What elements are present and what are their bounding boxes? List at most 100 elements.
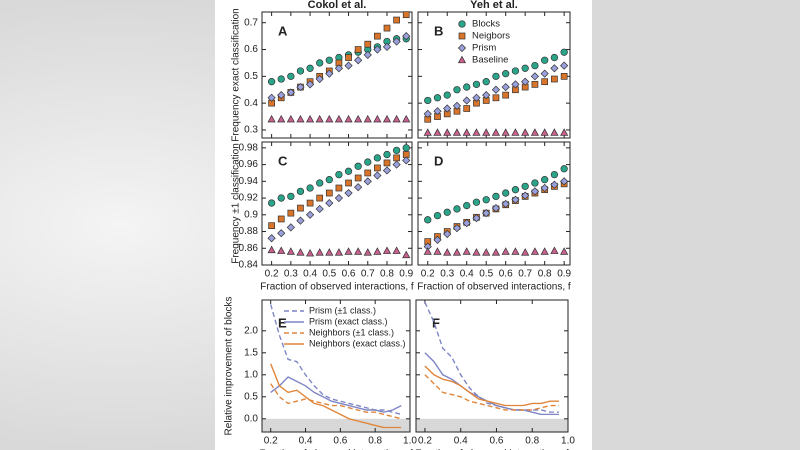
y-axis-label: Frequency ±1 classification — [231, 143, 242, 264]
x-tick-label: 0.2 — [421, 269, 435, 280]
point — [305, 114, 315, 123]
point — [482, 209, 491, 218]
point — [462, 247, 471, 255]
point — [373, 154, 382, 162]
x-tick-label: 0.4 — [460, 269, 474, 280]
point — [354, 56, 363, 65]
point — [296, 187, 305, 196]
point — [344, 167, 353, 175]
point — [551, 75, 558, 83]
point — [325, 69, 334, 78]
point — [453, 86, 461, 94]
x-tick-label: 0.6 — [490, 436, 504, 447]
y-tick-label: 0.84 — [239, 260, 259, 271]
point — [453, 205, 461, 213]
point — [296, 82, 305, 92]
point — [315, 248, 324, 256]
point — [325, 56, 333, 64]
point — [501, 247, 510, 255]
point — [354, 162, 362, 170]
point — [335, 184, 343, 192]
point — [344, 114, 353, 123]
legend-marker — [457, 43, 467, 53]
point — [363, 114, 372, 123]
panel-letter: B — [434, 23, 443, 38]
point — [267, 78, 276, 86]
point — [306, 184, 314, 192]
y-tick-label: 0.5 — [244, 71, 258, 82]
legend-label: Neighbors (exact class.) — [309, 338, 406, 348]
x-tick-label: 0.8 — [525, 436, 539, 447]
point — [433, 94, 442, 102]
point — [452, 101, 462, 110]
point — [316, 194, 324, 202]
legend-marker — [458, 32, 466, 40]
zero-band — [416, 418, 568, 432]
point — [334, 248, 344, 256]
point — [452, 224, 462, 233]
point — [531, 61, 539, 70]
legend-label: Neighbors (±1 class.) — [309, 327, 394, 337]
point — [541, 56, 549, 64]
point — [530, 128, 540, 136]
x-tick-label: 0.7 — [518, 269, 532, 280]
point — [540, 69, 549, 78]
point — [334, 114, 344, 123]
x-tick-label: 0.2 — [264, 436, 278, 447]
point — [315, 114, 324, 123]
point — [472, 93, 481, 102]
point — [345, 179, 352, 187]
point — [423, 109, 432, 118]
x-tick-label: 1.0 — [403, 436, 417, 447]
point — [392, 37, 401, 46]
x-tick-label: 0.4 — [454, 436, 468, 447]
y-tick-label: 1.0 — [244, 369, 258, 380]
point — [560, 72, 568, 80]
point — [443, 229, 452, 239]
point — [392, 146, 401, 155]
x-axis-label: Fraction of observed interactions, f — [417, 282, 571, 293]
series-line — [425, 366, 559, 406]
series-line — [425, 302, 559, 412]
y-tick-label: 0.6 — [244, 44, 258, 55]
point — [344, 61, 353, 70]
x-tick-label: 0.3 — [284, 269, 298, 280]
x-tick-label: 0.6 — [333, 436, 347, 447]
point — [315, 74, 324, 84]
point — [511, 247, 520, 255]
point — [393, 16, 400, 24]
point — [287, 192, 295, 201]
point — [472, 248, 481, 256]
point — [402, 250, 411, 259]
point — [443, 91, 451, 99]
point — [306, 64, 314, 72]
point — [491, 248, 501, 256]
point — [287, 72, 295, 80]
point — [452, 248, 462, 256]
point — [433, 235, 442, 244]
point — [521, 77, 530, 86]
point — [374, 32, 381, 40]
point — [297, 204, 304, 212]
y-tick-label: 0.88 — [239, 226, 259, 237]
x-tick-label: 0.5 — [479, 269, 493, 280]
series-line — [271, 377, 402, 412]
point — [345, 54, 352, 61]
point — [335, 170, 343, 179]
series-line — [425, 353, 559, 415]
point — [433, 128, 442, 136]
point — [550, 53, 559, 62]
y-tick-label: 0.86 — [239, 243, 259, 254]
point — [492, 192, 500, 201]
point — [511, 128, 520, 136]
point — [383, 150, 391, 159]
point — [402, 156, 411, 165]
point — [511, 186, 520, 194]
point — [383, 24, 391, 32]
point — [277, 215, 285, 223]
point — [364, 40, 372, 48]
point — [325, 248, 334, 256]
point — [482, 128, 491, 136]
point — [325, 176, 333, 184]
point — [267, 93, 276, 102]
